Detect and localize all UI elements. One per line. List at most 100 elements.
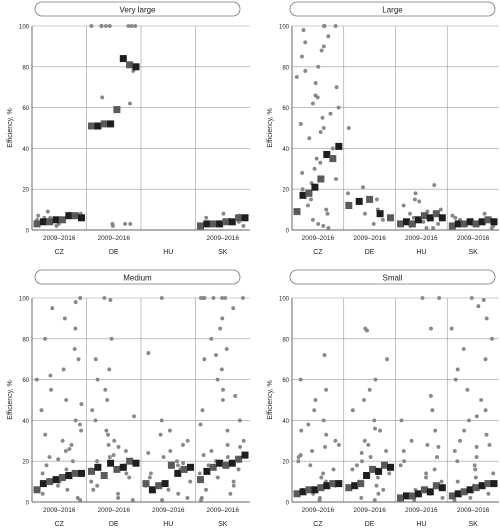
data-point xyxy=(225,442,230,447)
data-point xyxy=(318,130,323,135)
data-point xyxy=(323,444,328,449)
category-label: SK xyxy=(218,521,228,526)
median-marker xyxy=(222,461,230,469)
data-point xyxy=(75,495,80,500)
median-marker xyxy=(408,220,416,228)
median-marker xyxy=(387,463,394,471)
data-point xyxy=(433,428,438,433)
median-marker xyxy=(71,212,79,220)
data-point xyxy=(116,444,121,449)
data-point xyxy=(362,398,367,402)
data-point xyxy=(147,475,152,480)
period-label: 2009–2016 xyxy=(43,235,76,242)
data-point xyxy=(362,438,367,443)
data-point xyxy=(65,487,70,492)
y-tick-label: 80 xyxy=(22,65,29,71)
data-point xyxy=(307,136,312,141)
median-marker xyxy=(403,218,410,226)
median-marker xyxy=(241,214,249,222)
category-label: CZ xyxy=(55,521,65,526)
data-point xyxy=(199,498,203,502)
data-point xyxy=(294,75,299,79)
median-marker xyxy=(132,63,140,71)
y-tick-label: 40 xyxy=(22,419,29,425)
data-point xyxy=(310,217,315,222)
data-point xyxy=(111,453,116,458)
chart-panel-2: Medium 0 20 40 60 80 100 Efficiency, % 2009–2016… xyxy=(7,269,250,528)
data-point xyxy=(346,191,350,196)
data-point xyxy=(437,296,442,300)
median-marker xyxy=(142,480,150,488)
data-point xyxy=(465,387,470,392)
data-point xyxy=(104,428,109,433)
data-point xyxy=(375,475,380,480)
median-marker xyxy=(119,55,127,63)
category-label: CZ xyxy=(313,521,323,526)
data-point xyxy=(479,398,484,402)
data-point xyxy=(424,226,429,230)
data-point xyxy=(159,418,164,423)
data-point xyxy=(103,24,108,28)
median-marker xyxy=(387,214,394,222)
median-marker xyxy=(329,155,337,163)
median-marker xyxy=(478,482,486,490)
data-point xyxy=(328,111,333,116)
data-point xyxy=(374,197,379,202)
data-point xyxy=(148,471,153,476)
median-marker xyxy=(403,492,410,500)
data-point xyxy=(424,475,428,480)
median-marker xyxy=(197,476,204,484)
data-point xyxy=(324,432,329,437)
median-marker xyxy=(203,220,211,228)
median-marker xyxy=(408,492,416,500)
median-marker xyxy=(235,455,243,463)
data-point xyxy=(181,461,186,466)
data-point xyxy=(380,217,385,222)
data-point xyxy=(468,495,473,500)
data-point xyxy=(487,442,492,447)
median-marker xyxy=(323,151,331,158)
data-point xyxy=(211,296,216,300)
data-point xyxy=(106,432,110,437)
data-point xyxy=(79,402,84,407)
data-point xyxy=(175,459,179,464)
data-point xyxy=(78,498,83,502)
data-point xyxy=(432,467,437,472)
data-point xyxy=(401,449,406,453)
data-point xyxy=(336,442,341,447)
median-marker xyxy=(426,214,434,222)
median-marker xyxy=(52,216,60,224)
period-label: 2009–2016 xyxy=(353,507,386,514)
data-point xyxy=(319,48,324,53)
data-point xyxy=(431,226,436,230)
data-point xyxy=(95,459,100,464)
data-point xyxy=(408,211,412,216)
data-point xyxy=(123,449,128,453)
median-marker xyxy=(209,463,217,471)
data-point xyxy=(219,367,224,372)
data-point xyxy=(36,213,41,218)
data-point xyxy=(303,68,308,73)
data-point xyxy=(324,387,329,392)
category-label: DE xyxy=(109,249,119,256)
data-point xyxy=(381,487,386,492)
data-point xyxy=(89,479,94,484)
panel-title: Small xyxy=(382,274,402,283)
data-point xyxy=(298,377,303,382)
data-point xyxy=(204,487,208,492)
median-marker xyxy=(460,488,468,496)
data-point xyxy=(359,451,364,455)
data-point xyxy=(453,215,458,220)
data-point xyxy=(484,316,489,321)
median-marker xyxy=(376,210,384,218)
y-axis-label: Efficiency, % xyxy=(7,108,14,147)
data-point xyxy=(64,467,69,472)
data-point xyxy=(124,471,129,476)
data-point xyxy=(60,438,65,443)
data-point xyxy=(43,336,48,341)
data-point xyxy=(412,197,417,202)
data-point xyxy=(320,115,325,120)
data-point xyxy=(73,326,78,331)
data-point xyxy=(40,491,45,496)
category-label: DE xyxy=(109,521,119,526)
